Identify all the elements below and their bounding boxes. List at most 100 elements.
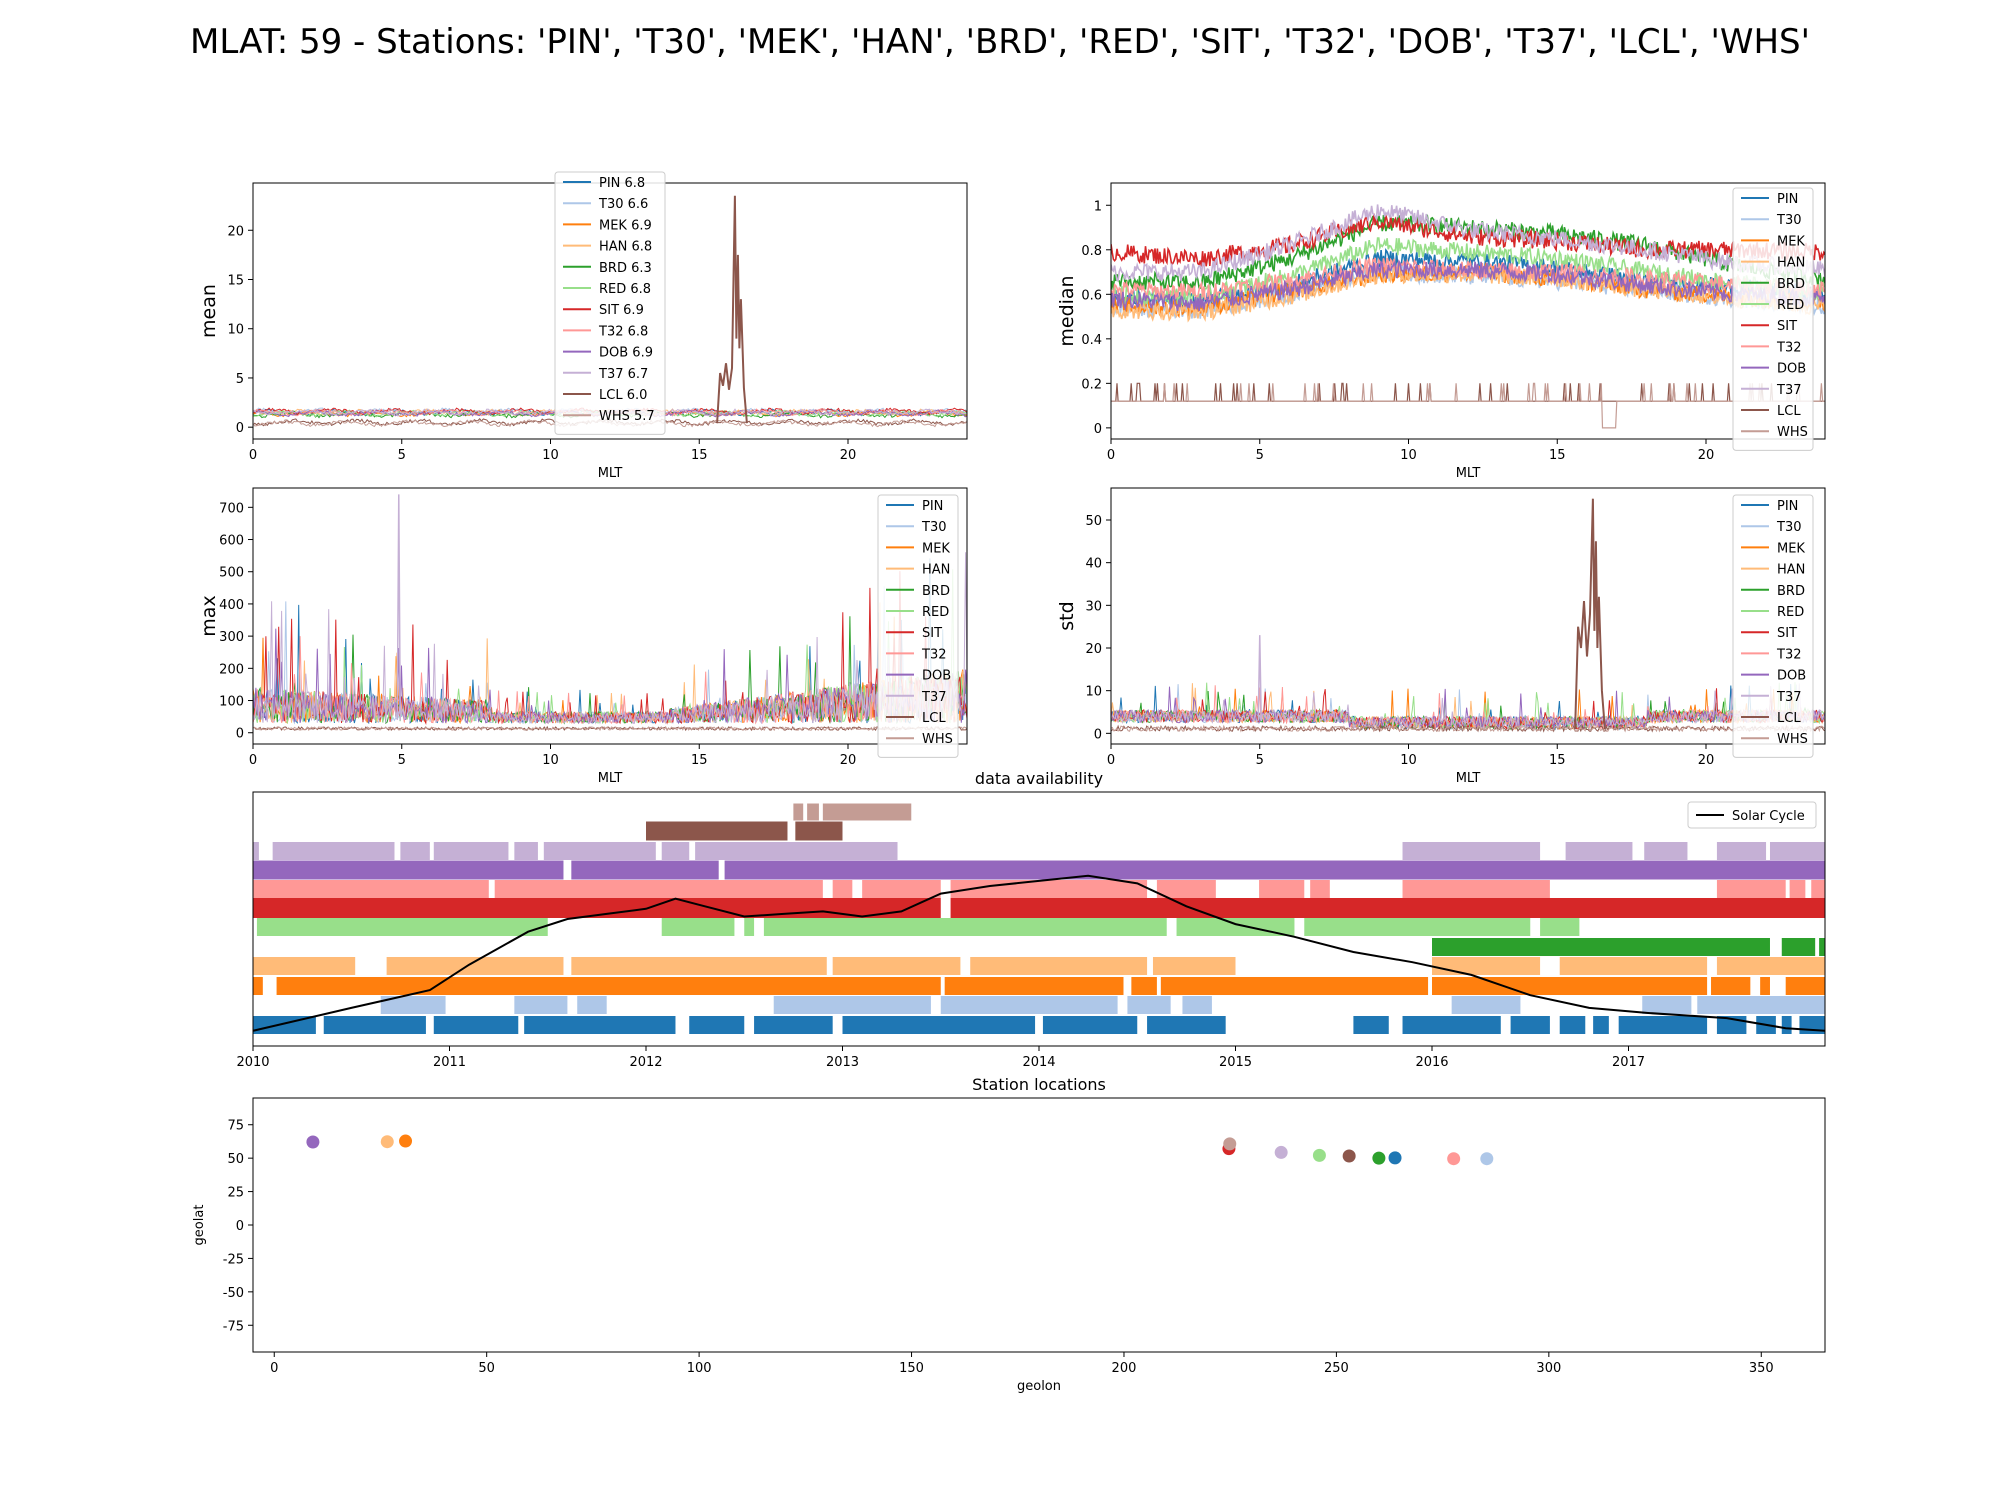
x-tick-label: 0 <box>1107 448 1115 463</box>
availability-bar-whs <box>793 803 804 821</box>
std-chart: 0 5 10 15 20 0 10 20 30 40 50 MLT std PIN T30 MEK HAN BRD… <box>1056 487 1826 786</box>
availability-bar-t30 <box>1182 996 1212 1014</box>
y-tick-label: 100 <box>219 695 244 710</box>
y-tick-label: 50 <box>1085 514 1102 529</box>
legend-label: WHS 5.7 <box>599 409 655 424</box>
availability-bar-t37 <box>695 842 898 860</box>
y-tick-label: 700 <box>219 501 244 516</box>
availability-bar-sit <box>950 898 1825 918</box>
availability-bar-dob <box>253 860 564 880</box>
x-tick-label: 2016 <box>1415 1055 1448 1070</box>
x-tick-label: 2014 <box>1022 1055 1055 1070</box>
series-line-t37 <box>1111 204 1825 282</box>
legend-label: PIN <box>922 499 943 514</box>
plot-area <box>1111 498 1825 733</box>
availability-bar-t37 <box>433 842 509 860</box>
availability-bar-mek <box>1760 977 1770 995</box>
availability-bar-pin <box>1593 1016 1609 1034</box>
availability-bar-t30 <box>577 996 607 1014</box>
station-point-brd <box>1372 1151 1386 1165</box>
station-point-pin <box>1388 1151 1402 1165</box>
legend-label: MEK <box>1777 234 1805 249</box>
availability-bar-mek <box>944 977 1124 995</box>
legend-label: LCL <box>1777 711 1801 726</box>
availability-bar-t37 <box>661 842 690 860</box>
x-tick-label: 2011 <box>433 1055 466 1070</box>
availability-bar-pin <box>433 1016 519 1034</box>
availability-bar-mek <box>1160 977 1429 995</box>
x-tick-label: 2012 <box>629 1055 662 1070</box>
availability-bar-t32 <box>253 880 489 898</box>
y-tick-label: 0 <box>1094 422 1102 437</box>
availability-bar-t32 <box>1310 880 1330 898</box>
x-axis-label: geolon <box>1017 1379 1061 1394</box>
y-tick-label: 75 <box>227 1119 244 1134</box>
x-tick-label: 15 <box>691 753 708 768</box>
y-tick-label: 200 <box>219 662 244 677</box>
legend-label: T37 <box>1776 383 1801 398</box>
availability-legend-box <box>1687 801 1817 829</box>
legend-label: HAN <box>1777 256 1805 271</box>
availability-chart: 2010 2011 2012 2013 2014 2015 2016 2017 data ava… <box>236 769 1826 1070</box>
series-line-whs <box>253 725 967 732</box>
x-tick-label: 5 <box>398 448 406 463</box>
availability-bar-t32 <box>1156 880 1216 898</box>
std-legend-box <box>1732 494 1814 758</box>
y-tick-label: 10 <box>227 323 244 338</box>
x-tick-label: 20 <box>840 448 857 463</box>
availability-bar-brd <box>1781 938 1816 956</box>
legend-label: MEK 6.9 <box>599 218 652 233</box>
y-tick-label: 1 <box>1094 199 1102 214</box>
legend-label: RED <box>1777 605 1804 620</box>
legend-label: DOB <box>1777 362 1806 377</box>
availability-bar-pin <box>754 1016 833 1034</box>
availability-bar-han <box>386 957 564 975</box>
x-axis-label: MLT <box>1456 466 1481 481</box>
availability-bar-mek <box>1131 977 1157 995</box>
y-tick-label: 0.8 <box>1081 244 1102 259</box>
availability-bar-mek <box>276 977 941 995</box>
legend-label: RED 6.8 <box>599 282 651 297</box>
x-tick-label: 20 <box>840 753 857 768</box>
y-tick-label: 300 <box>219 630 244 645</box>
y-tick-label: 25 <box>227 1186 244 1201</box>
legend-label: T37 <box>921 690 946 705</box>
spike-line-lcl <box>716 195 748 424</box>
availability-bar-t32 <box>1811 880 1825 898</box>
x-tick-label: 150 <box>899 1361 924 1376</box>
x-tick-label: 200 <box>1112 1361 1137 1376</box>
availability-bar-red <box>256 918 548 936</box>
legend-label: HAN 6.8 <box>599 240 652 255</box>
legend-label: HAN <box>1777 563 1805 578</box>
y-tick-label: 0 <box>236 421 244 436</box>
y-tick-label: 500 <box>219 566 244 581</box>
availability-bar-t30 <box>940 996 1118 1014</box>
legend-label: BRD 6.3 <box>599 261 652 276</box>
legend-label: BRD <box>1777 277 1805 292</box>
availability-bar-t37 <box>1402 842 1541 860</box>
availability-bar-pin <box>524 1016 676 1034</box>
y-tick-label: 0 <box>236 727 244 742</box>
x-axis-label: MLT <box>598 771 623 786</box>
availability-bar-han <box>1432 957 1541 975</box>
legend-label: MEK <box>922 541 950 556</box>
availability-bar-t30 <box>1642 996 1692 1014</box>
x-tick-label: 250 <box>1324 1361 1349 1376</box>
x-axis-label: MLT <box>1456 771 1481 786</box>
y-tick-label: 20 <box>227 224 244 239</box>
availability-bar-t32 <box>494 880 823 898</box>
legend-label: WHS <box>1777 732 1808 747</box>
y-axis-label: std <box>1056 601 1078 630</box>
x-tick-label: 0 <box>270 1361 278 1376</box>
x-tick-label: 2017 <box>1612 1055 1645 1070</box>
availability-bar-t32 <box>832 880 853 898</box>
availability-bar-t37 <box>543 842 656 860</box>
y-tick-label: 0 <box>1094 727 1102 742</box>
availability-bar-red <box>744 918 755 936</box>
availability-bar-red <box>661 918 735 936</box>
plot-area <box>1111 204 1825 429</box>
y-tick-label: 0.6 <box>1081 288 1102 303</box>
series-line-sit <box>1111 213 1825 267</box>
axes-frame <box>1110 182 1826 440</box>
availability-bar-brd <box>1819 938 1825 956</box>
